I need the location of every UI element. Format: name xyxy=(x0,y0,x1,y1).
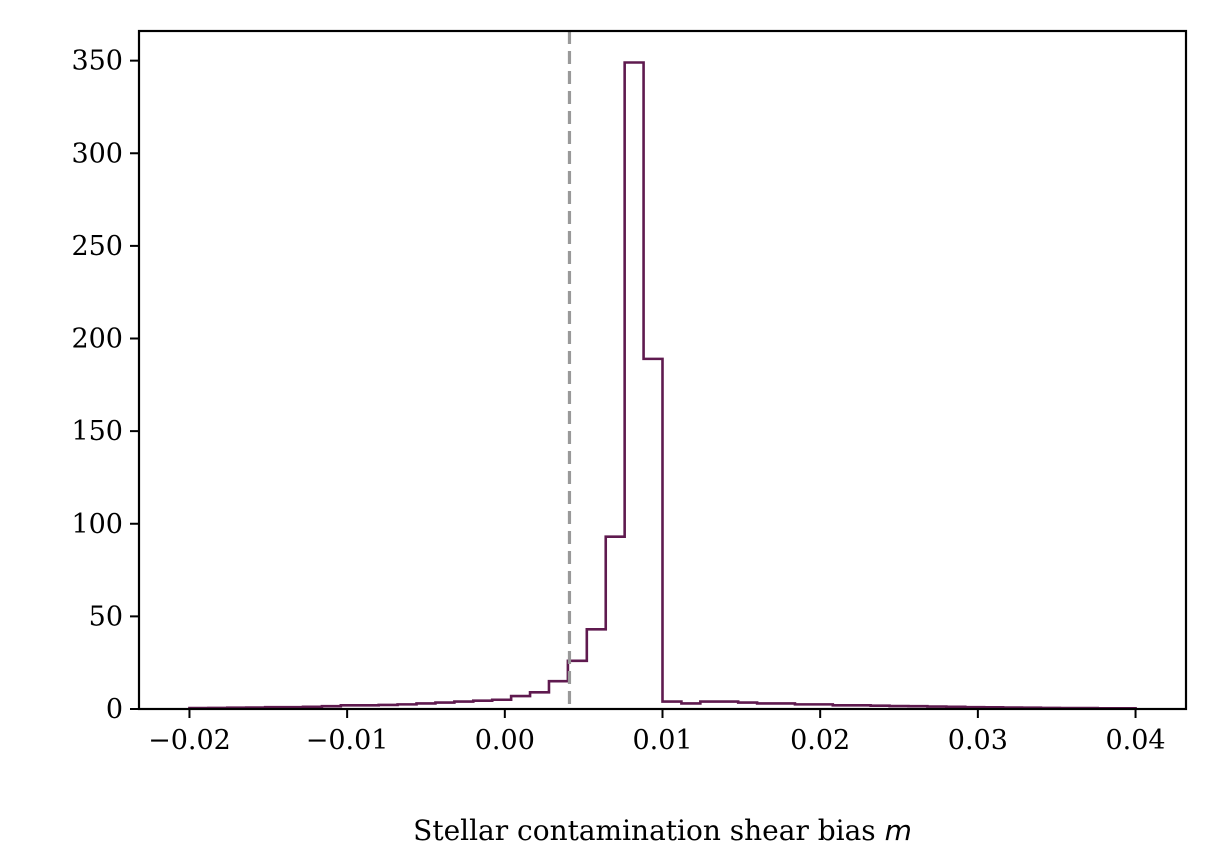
x-tick-label: −0.01 xyxy=(306,725,389,756)
y-tick-label: 300 xyxy=(71,138,123,169)
y-tick-label: 100 xyxy=(71,509,123,540)
y-tick-label: 0 xyxy=(106,694,123,725)
x-tick-label: 0.03 xyxy=(948,725,1008,756)
x-tick-label: −0.02 xyxy=(148,725,231,756)
y-tick-label: 250 xyxy=(71,231,123,262)
y-tick-label: 200 xyxy=(71,324,123,355)
histogram-outline xyxy=(188,61,1137,710)
x-axis-label: Stellar contamination shear bias m xyxy=(413,814,912,847)
x-tick-label: 0.00 xyxy=(475,725,535,756)
y-tick-label: 50 xyxy=(89,601,123,632)
y-tick-label: 150 xyxy=(71,416,123,447)
x-axis-label-text: Stellar contamination shear bias xyxy=(413,814,884,847)
x-tick-label: 0.04 xyxy=(1105,725,1165,756)
x-tick-label: 0.01 xyxy=(632,725,692,756)
plot-area xyxy=(188,31,1137,710)
x-axis-label-variable: m xyxy=(885,814,912,847)
x-axis-ticks: −0.02 −0.01 0.00 0.01 0.02 0.03 0.04 xyxy=(148,709,1166,756)
y-tick-label: 350 xyxy=(71,46,123,77)
y-axis-ticks: 0 50 100 150 200 250 300 350 xyxy=(71,46,139,725)
x-tick-label: 0.02 xyxy=(790,725,850,756)
